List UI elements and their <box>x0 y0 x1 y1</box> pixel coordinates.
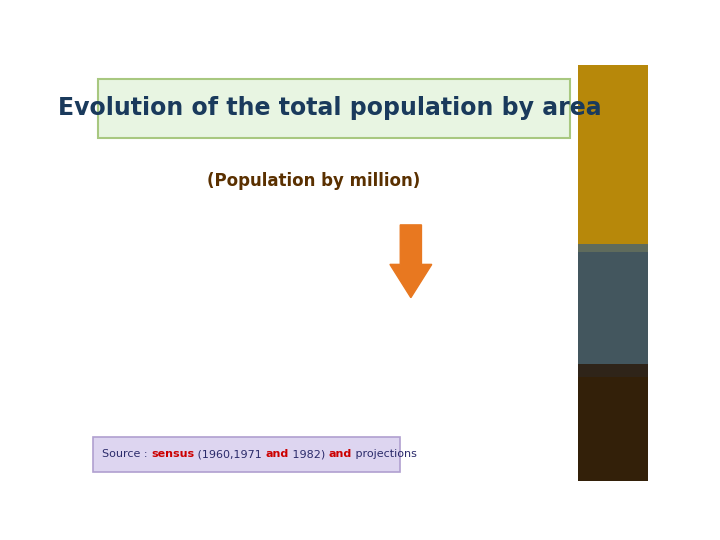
Text: and: and <box>266 449 289 460</box>
Text: (1960,1971: (1960,1971 <box>194 449 266 460</box>
Bar <box>578 65 648 252</box>
Bar <box>578 65 648 481</box>
FancyBboxPatch shape <box>93 437 400 472</box>
Text: (Population by million): (Population by million) <box>207 172 420 190</box>
Text: projections: projections <box>352 449 417 460</box>
Bar <box>578 364 648 481</box>
Bar <box>578 244 648 377</box>
Text: Evolution of the total population by area: Evolution of the total population by are… <box>58 97 602 120</box>
Text: 1982): 1982) <box>289 449 328 460</box>
Text: and: and <box>328 449 352 460</box>
Bar <box>90 65 578 481</box>
FancyArrow shape <box>390 225 432 298</box>
Text: sensus: sensus <box>151 449 194 460</box>
Text: Source :: Source : <box>102 449 151 460</box>
FancyBboxPatch shape <box>99 79 570 138</box>
